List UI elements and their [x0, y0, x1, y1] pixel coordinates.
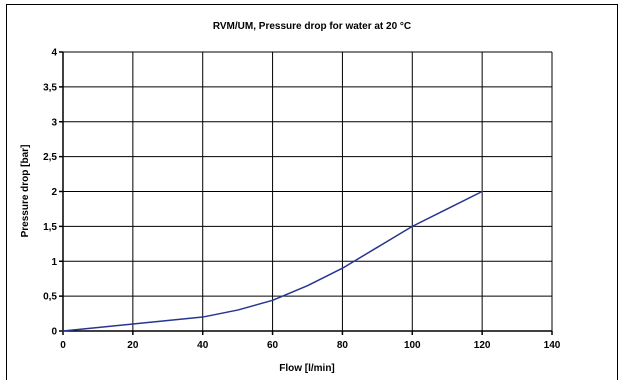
data-series — [62, 190, 483, 332]
x-tick-label: 40 — [197, 340, 209, 351]
y-tick-label: 1 — [51, 257, 57, 268]
y-axis-title: Pressure drop [bar] — [20, 145, 31, 238]
y-tick-label: 1,5 — [43, 222, 57, 233]
x-tick-label: 60 — [267, 340, 279, 351]
y-tick-label: 2,5 — [43, 152, 57, 163]
x-tick-label: 20 — [127, 340, 139, 351]
x-tick-label: 80 — [337, 340, 349, 351]
y-tick-label: 0,5 — [43, 292, 57, 303]
x-tick-labels: 0 20 40 60 80 100 120 140 — [60, 340, 561, 351]
chart-title: RVM/UM, Pressure drop for water at 20 °C — [213, 21, 411, 32]
series-line — [62, 190, 483, 332]
x-tick-label: 100 — [404, 340, 421, 351]
axes — [59, 51, 553, 335]
x-tick-label: 0 — [60, 340, 66, 351]
x-axis-title: Flow [l/min] — [279, 363, 335, 374]
y-tick-label: 0 — [51, 327, 57, 338]
grid-lines — [62, 51, 553, 332]
y-tick-label: 4 — [51, 48, 57, 59]
y-tick-label: 3 — [51, 117, 57, 128]
y-tick-label: 3,5 — [43, 82, 57, 93]
y-tick-label: 2 — [51, 187, 57, 198]
x-tick-label: 140 — [544, 340, 561, 351]
x-tick-label: 120 — [474, 340, 491, 351]
y-tick-labels: 0 0,5 1 1,5 2 2,5 3 3,5 4 — [43, 48, 57, 338]
